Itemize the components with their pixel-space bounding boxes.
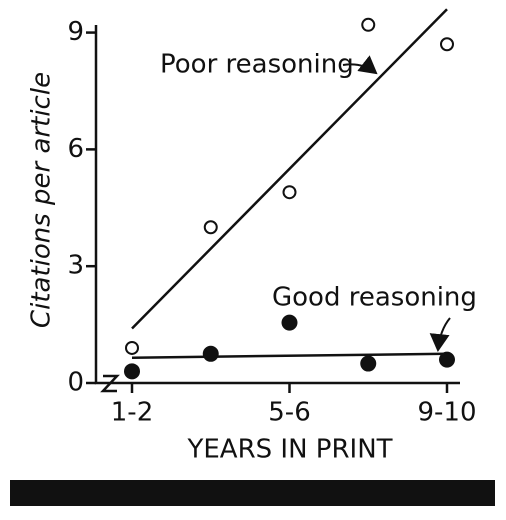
point (440, 37, 454, 52)
label-arrow (429, 317, 451, 352)
point (281, 314, 298, 331)
series-label: Poor reasoning (160, 50, 354, 80)
axis-break (100, 374, 120, 393)
point (439, 351, 455, 368)
y-tick-label: 3 (67, 251, 84, 281)
x-tick-label: 9-10 (417, 398, 476, 428)
y-tick-label: 9 (67, 17, 84, 47)
point (361, 17, 376, 32)
x-tick-label: 5-6 (268, 398, 310, 428)
fit-line (131, 8, 448, 330)
point (124, 363, 140, 380)
fit-line (131, 352, 448, 359)
point (203, 220, 218, 235)
label-arrow (342, 55, 378, 75)
y-tick-label: 0 (67, 368, 84, 398)
point (125, 340, 139, 355)
y-axis-title: Citations per article (27, 72, 57, 328)
point (282, 185, 297, 200)
point (202, 345, 219, 362)
y-tick-label: 6 (67, 134, 84, 164)
point (360, 355, 377, 372)
x-axis-title: YEARS IN PRINT (186, 435, 392, 465)
bottom-bar (10, 480, 495, 506)
series-label: Good reasoning (272, 283, 477, 313)
x-tick-label: 1-2 (111, 398, 153, 428)
